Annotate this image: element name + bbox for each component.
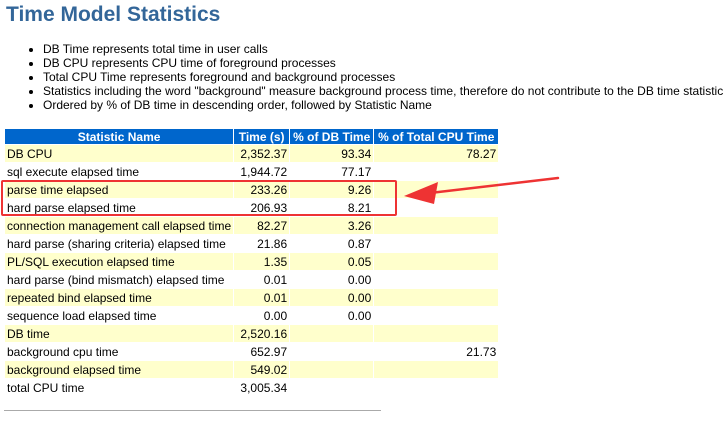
cell-time: 0.01 [234, 271, 290, 288]
table-row: DB CPU 2,352.37 93.34 78.27 [5, 145, 499, 162]
cell-time: 0.01 [234, 289, 290, 306]
table-row: total CPU time 3,005.34 [5, 379, 499, 396]
description-item: DB CPU represents CPU time of foreground… [43, 56, 727, 70]
cell-pct-db-time: 0.00 [290, 289, 374, 306]
column-header-pct-total-cpu-time: % of Total CPU Time [374, 129, 499, 144]
cell-statistic-name: background cpu time [5, 343, 234, 360]
table-header-row: Statistic Name Time (s) % of DB Time % o… [5, 129, 499, 144]
cell-statistic-name: sql execute elapsed time [5, 163, 234, 180]
cell-pct-db-time [290, 343, 374, 360]
cell-statistic-name: DB time [5, 325, 234, 342]
table-row: DB time 2,520.16 [5, 325, 499, 342]
cell-pct-db-time: 0.00 [290, 307, 374, 324]
cell-pct-total-cpu-time [374, 235, 499, 252]
table-row: sequence load elapsed time 0.00 0.00 [5, 307, 499, 324]
table-body: DB CPU 2,352.37 93.34 78.27 sql execute elap… [5, 145, 499, 396]
table-row: hard parse (sharing criteria) elapsed ti… [5, 235, 499, 252]
table-row: PL/SQL execution elapsed time 1.35 0.05 [5, 253, 499, 270]
table-row: hard parse elapsed time 206.93 8.21 [5, 199, 499, 216]
table-row: background elapsed time 549.02 [5, 361, 499, 378]
cell-pct-total-cpu-time [374, 307, 499, 324]
cell-pct-db-time: 77.17 [290, 163, 374, 180]
cell-pct-db-time [290, 325, 374, 342]
cell-pct-total-cpu-time [374, 379, 499, 396]
cell-time: 21.86 [234, 235, 290, 252]
cell-statistic-name: connection management call elapsed time [5, 217, 234, 234]
description-item: Total CPU Time represents foreground and… [43, 70, 727, 84]
cell-pct-total-cpu-time [374, 361, 499, 378]
cell-pct-db-time: 93.34 [290, 145, 374, 162]
page-title: Time Model Statistics [6, 3, 221, 26]
cell-pct-total-cpu-time [374, 253, 499, 270]
column-header-time: Time (s) [234, 129, 290, 144]
cell-time: 206.93 [234, 199, 290, 216]
table-row: hard parse (bind mismatch) elapsed time 0… [5, 271, 499, 288]
cell-pct-db-time: 8.21 [290, 199, 374, 216]
cell-time: 82.27 [234, 217, 290, 234]
cell-time: 1,944.72 [234, 163, 290, 180]
cell-statistic-name: PL/SQL execution elapsed time [5, 253, 234, 270]
cell-statistic-name: sequence load elapsed time [5, 307, 234, 324]
description-item: Ordered by % of DB time in descending or… [43, 98, 727, 112]
table-row: sql execute elapsed time 1,944.72 77.17 [5, 163, 499, 180]
description-item: Statistics including the word "backgroun… [43, 84, 727, 98]
cell-pct-total-cpu-time: 78.27 [374, 145, 499, 162]
cell-pct-db-time: 3.26 [290, 217, 374, 234]
table-row: connection management call elapsed time 8… [5, 217, 499, 234]
cell-pct-total-cpu-time [374, 271, 499, 288]
table-row: repeated bind elapsed time 0.01 0.00 [5, 289, 499, 306]
cell-pct-db-time: 0.87 [290, 235, 374, 252]
bottom-divider [4, 410, 381, 411]
cell-pct-total-cpu-time [374, 217, 499, 234]
cell-statistic-name: parse time elapsed [5, 181, 234, 198]
table-row: background cpu time 652.97 21.73 [5, 343, 499, 360]
description-list: DB Time represents total time in user ca… [21, 42, 727, 112]
cell-pct-total-cpu-time: 21.73 [374, 343, 499, 360]
time-model-statistics-table: Statistic Name Time (s) % of DB Time % o… [4, 128, 499, 397]
cell-statistic-name: hard parse (sharing criteria) elapsed ti… [5, 235, 234, 252]
cell-statistic-name: repeated bind elapsed time [5, 289, 234, 306]
cell-time: 2,352.37 [234, 145, 290, 162]
cell-pct-total-cpu-time [374, 289, 499, 306]
cell-pct-total-cpu-time [374, 163, 499, 180]
cell-statistic-name: DB CPU [5, 145, 234, 162]
cell-pct-db-time: 0.00 [290, 271, 374, 288]
table-row: parse time elapsed 233.26 9.26 [5, 181, 499, 198]
description-item: DB Time represents total time in user ca… [43, 42, 727, 56]
cell-pct-db-time: 9.26 [290, 181, 374, 198]
cell-statistic-name: hard parse elapsed time [5, 199, 234, 216]
cell-pct-total-cpu-time [374, 325, 499, 342]
column-header-pct-db-time: % of DB Time [290, 129, 374, 144]
cell-pct-total-cpu-time [374, 181, 499, 198]
cell-time: 2,520.16 [234, 325, 290, 342]
cell-time: 3,005.34 [234, 379, 290, 396]
cell-statistic-name: hard parse (bind mismatch) elapsed time [5, 271, 234, 288]
cell-pct-db-time [290, 361, 374, 378]
cell-statistic-name: total CPU time [5, 379, 234, 396]
cell-time: 233.26 [234, 181, 290, 198]
cell-time: 652.97 [234, 343, 290, 360]
cell-time: 549.02 [234, 361, 290, 378]
cell-time: 0.00 [234, 307, 290, 324]
cell-pct-total-cpu-time [374, 199, 499, 216]
cell-statistic-name: background elapsed time [5, 361, 234, 378]
cell-pct-db-time [290, 379, 374, 396]
cell-time: 1.35 [234, 253, 290, 270]
cell-pct-db-time: 0.05 [290, 253, 374, 270]
column-header-statistic-name: Statistic Name [5, 129, 234, 144]
